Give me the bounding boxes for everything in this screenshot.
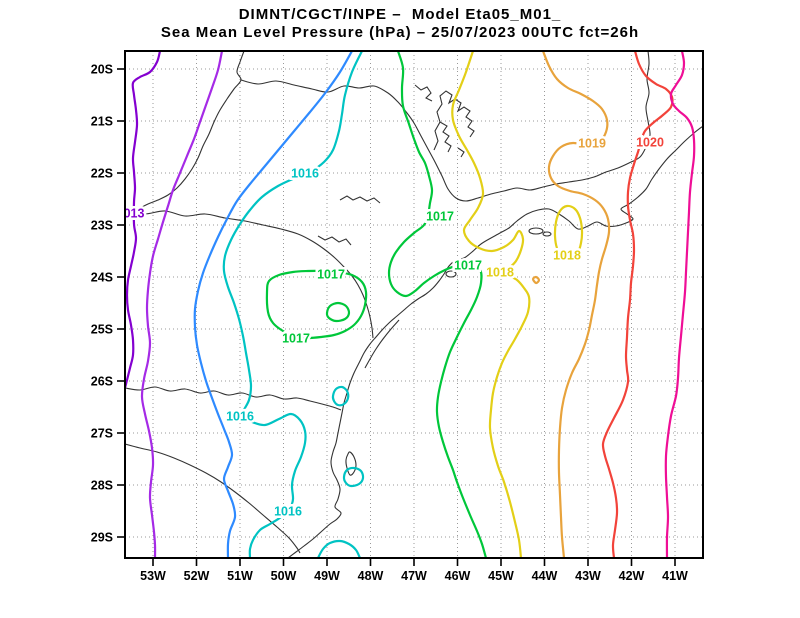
lake (433, 90, 475, 151)
y-axis-label: 20S (91, 63, 113, 77)
contour-label-1017: 1017 (282, 332, 310, 346)
lake (414, 84, 433, 102)
isobar-1015 (193, 51, 354, 558)
isobar-1018 (451, 51, 584, 558)
isobar-1016 (222, 51, 365, 558)
axis-labels: 53W 52W 51W 50W 49W 48W 47W 46W 45W 44W 43W 42W 41W 2… (91, 63, 688, 584)
y-axis-label: 29S (91, 531, 113, 545)
isobar-1021 (664, 51, 696, 558)
island (345, 451, 357, 476)
y-axis-label: 21S (91, 115, 113, 129)
contour-label-1017: 1017 (454, 259, 482, 273)
contour-label-1018: 1018 (486, 266, 514, 280)
contour-label-1016: 1016 (274, 505, 302, 519)
contour-label-1017: 1017 (317, 268, 345, 282)
contour-label-1017: 1017 (426, 210, 454, 224)
contour-label-1013: 013 (124, 207, 145, 221)
contour-label-1018: 1018 (553, 249, 581, 263)
lake (339, 195, 381, 204)
y-axis-label: 26S (91, 375, 113, 389)
x-axis-label: 45W (488, 569, 514, 583)
isobar-1019 (531, 51, 611, 558)
island (528, 227, 544, 235)
x-axis-label: 46W (445, 569, 471, 583)
contour-label-1020: 1020 (636, 136, 664, 150)
contour-label-1016: 1016 (291, 167, 319, 181)
island (445, 270, 457, 278)
x-axis-label: 44W (532, 569, 558, 583)
x-axis-label: 41W (662, 569, 688, 583)
state-border (125, 386, 342, 411)
coastline (287, 125, 703, 558)
isobars (125, 51, 696, 558)
x-axis-label: 50W (271, 569, 297, 583)
coastline (364, 319, 400, 369)
contour-label-1019: 1019 (578, 137, 606, 151)
x-axis-label: 49W (314, 569, 340, 583)
y-axis-label: 27S (91, 427, 113, 441)
geography (125, 51, 703, 558)
axes (117, 68, 676, 566)
x-axis-label: 52W (184, 569, 210, 583)
contour-labels: 013 1016 1016 1016 1017 1017 1017 1017 1018 1018 1… (121, 133, 666, 521)
x-axis-label: 53W (140, 569, 166, 583)
grid (125, 51, 703, 558)
state-border (240, 51, 651, 202)
y-axis-label: 28S (91, 479, 113, 493)
lake (439, 121, 452, 153)
map-title-line1: DIMNT/CGCT/INPE – Model Eta05_M01_ (238, 6, 562, 23)
lake (317, 235, 352, 246)
isobar-1020 (601, 51, 674, 558)
y-axis-label: 23S (91, 219, 113, 233)
x-axis-label: 47W (401, 569, 427, 583)
isobar-1017 (265, 51, 488, 558)
x-axis-label: 42W (619, 569, 645, 583)
map-title-line2: Sea Mean Level Pressure (hPa) – 25/07/20… (160, 24, 640, 41)
plot-frame (124, 50, 704, 559)
y-axis-label: 22S (91, 167, 113, 181)
isobar-1014 (140, 51, 224, 558)
x-axis-label: 48W (358, 569, 384, 583)
x-axis-label: 51W (227, 569, 253, 583)
state-border (125, 51, 245, 217)
state-border (125, 443, 301, 554)
y-axis-label: 25S (91, 323, 113, 337)
x-axis-label: 43W (575, 569, 601, 583)
island (542, 231, 552, 237)
map-title: DIMNT/CGCT/INPE – Model Eta05_M01_ Sea M… (0, 6, 800, 42)
isobar-1013 (125, 51, 162, 393)
y-axis-label: 24S (91, 271, 113, 285)
lake (457, 147, 465, 158)
contour-label-1016: 1016 (226, 410, 254, 424)
